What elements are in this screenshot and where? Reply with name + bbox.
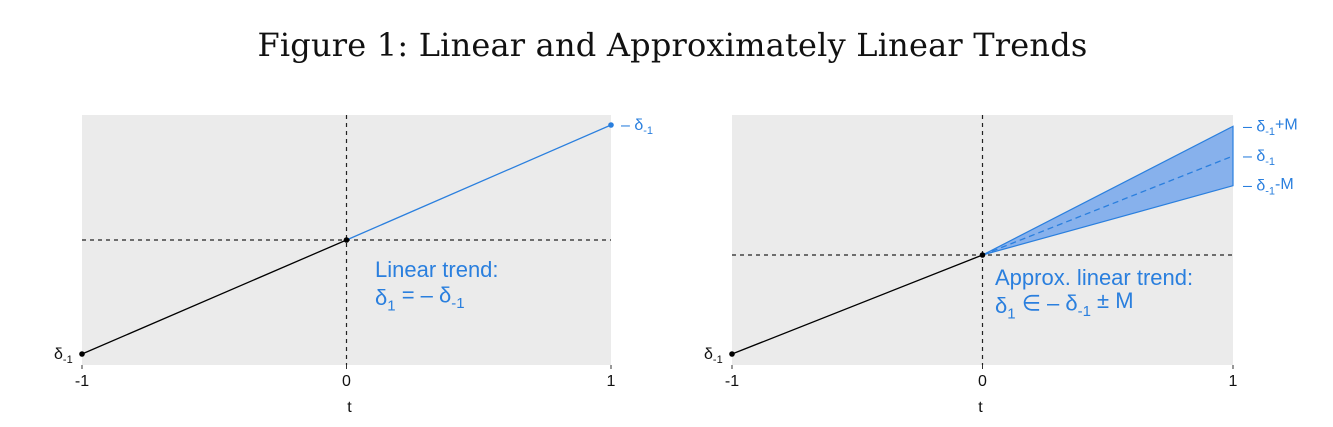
x-tick-label: 0 xyxy=(342,373,351,390)
x-tick-label: 0 xyxy=(978,373,987,390)
series-line-1 xyxy=(346,124,612,241)
uncertainty-band xyxy=(982,125,1234,256)
series-line-0 xyxy=(81,239,347,355)
panel-right: -1 0 1 t δ-1​ – δ-1​+M – δ-1​ – δ-1​-M Approx. l… xyxy=(704,115,1298,416)
figure-title: Figure 1: Linear and Approximately Linea… xyxy=(257,26,1088,64)
left-point-label: δ-1​ xyxy=(704,346,723,366)
data-point-0 xyxy=(729,351,735,357)
right-point-label: – δ-1​ xyxy=(621,117,653,137)
annotation-formula: δ1​ ∈ – δ-1​ ± M xyxy=(995,288,1134,322)
data-point-1 xyxy=(343,237,350,243)
band-mid-label: – δ-1​ xyxy=(1243,148,1275,168)
annotation-title: Linear trend: xyxy=(375,257,499,282)
annotation-formula: δ1​ = – δ-1​ xyxy=(375,283,465,315)
annotation-title: Approx. linear trend: xyxy=(995,265,1193,290)
x-tick-label: 1 xyxy=(607,373,616,390)
x-axis-label: t xyxy=(978,399,983,416)
data-point-0 xyxy=(79,351,85,357)
x-axis-label: t xyxy=(347,399,352,416)
data-point-2 xyxy=(608,122,614,128)
panel-left: -1 0 1 t δ-1​ – δ-1​ Linear trend:δ1​ = – δ-1​ xyxy=(54,115,653,416)
series-line-1 xyxy=(982,155,1234,256)
data-point-1 xyxy=(979,252,986,258)
x-tick-label: 1 xyxy=(1229,373,1238,390)
series-line-0 xyxy=(731,254,983,355)
left-point-label: δ-1​ xyxy=(54,346,73,366)
x-tick-label: -1 xyxy=(75,373,89,390)
band-upper-label: – δ-1​+M xyxy=(1243,117,1298,139)
band-lower-label: – δ-1​-M xyxy=(1243,176,1294,198)
x-tick-label: -1 xyxy=(725,373,739,390)
plot-background xyxy=(732,115,1233,365)
